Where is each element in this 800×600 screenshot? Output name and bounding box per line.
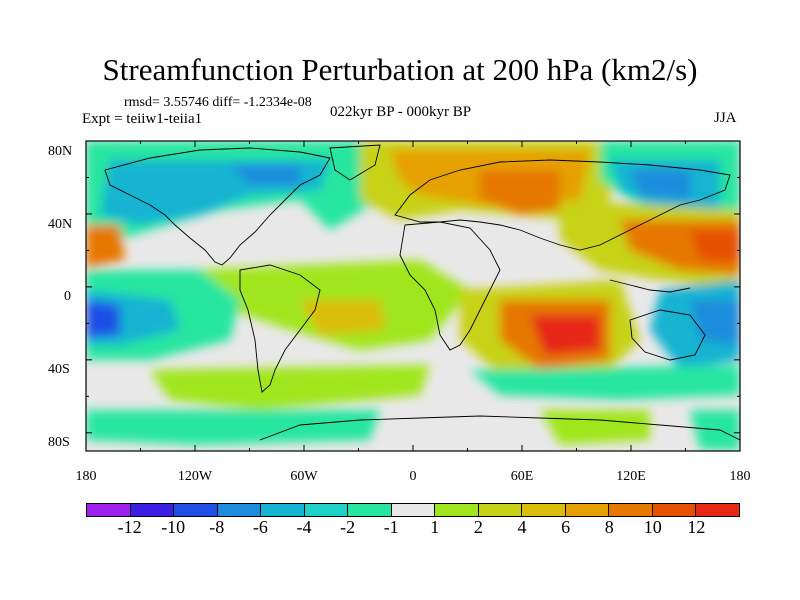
contour-west-orange: [86, 225, 125, 268]
contour-eurasia-red: [480, 170, 560, 215]
lat-label-0: 0: [64, 289, 71, 304]
colorbar-swatch: [478, 504, 523, 516]
lat-label-80s: 80S: [48, 435, 70, 450]
contour-north-deep: [230, 165, 300, 185]
coast-europe: [394, 159, 731, 251]
coast-australia: [629, 309, 706, 361]
contour-atlantic-gold: [300, 300, 385, 335]
colorbar-swatch: [522, 504, 566, 516]
contour-indian-red: [530, 315, 600, 355]
contour-blobs: [86, 141, 740, 450]
colorbar-swatch: [565, 504, 610, 516]
lon-label-120w: 120W: [178, 469, 213, 484]
axis-ticks: [85, 140, 741, 451]
colorbar-swatch: [87, 504, 131, 516]
colorbar-swatch: [391, 504, 436, 516]
lat-label-40n: 40N: [48, 217, 72, 232]
colorbar-label: 4: [517, 517, 527, 537]
lon-label-180w: 180: [76, 469, 97, 484]
contour-wpacific-red: [690, 230, 740, 262]
contour-south-cyan-low: [86, 410, 380, 445]
coast-africa: [399, 221, 501, 351]
colorbar-label: -12: [117, 517, 142, 537]
period-label: 022kyr BP - 000kyr BP: [330, 104, 472, 120]
colorbar-swatch: [130, 504, 175, 516]
contour-eastpac-deep: [690, 300, 740, 345]
colorbar-swatch: [304, 504, 349, 516]
colorbar-swatch: [217, 504, 262, 516]
colorbar-swatch: [652, 504, 697, 516]
plot-title: Streamfunction Perturbation at 200 hPa (…: [102, 52, 698, 87]
lat-label-80n: 80N: [48, 144, 72, 159]
colorbar-label: 1: [430, 517, 440, 537]
colorbar-label: 12: [687, 517, 706, 537]
coastlines: [104, 144, 740, 441]
colorbar-swatch: [696, 504, 739, 516]
colorbar-label: -1: [383, 517, 399, 537]
lon-label-0: 0: [410, 469, 417, 484]
colorbar-swatch: [435, 504, 479, 516]
lon-label-180e: 180: [730, 469, 751, 484]
longitude-labels: 180 120W 60W 0 60E 120E 180: [76, 469, 751, 484]
stats-line: rmsd= 3.55746 diff= -1.2334e-08: [124, 95, 312, 110]
colorbar-swatch: [174, 504, 218, 516]
colorbar-label: -2: [340, 517, 356, 537]
colorbar-swatch: [609, 504, 653, 516]
contour-field: [86, 141, 740, 451]
latitude-labels: 80N 40N 0 40S 80S: [48, 144, 72, 450]
contour-spacific-deep: [86, 300, 120, 338]
coast-greenland: [329, 144, 381, 181]
colorbar-swatch: [348, 504, 392, 516]
lat-label-40s: 40S: [48, 362, 70, 377]
coast-indonesia: [609, 279, 691, 293]
colorbar: [86, 503, 740, 517]
coast-antarctica: [259, 415, 740, 441]
colorbar-label: -8: [209, 517, 225, 537]
season-label: JJA: [714, 110, 737, 126]
lon-label-120e: 120E: [616, 469, 646, 484]
colorbar-label: 2: [473, 517, 483, 537]
coast-north-america: [104, 147, 331, 266]
colorbar-label: -10: [161, 517, 186, 537]
lon-label-60w: 60W: [290, 469, 318, 484]
contour-npacific-deep: [630, 170, 690, 200]
colorbar-label: 8: [604, 517, 614, 537]
coast-south-america: [239, 264, 321, 393]
experiment-label: Expt = teiiw1-teiia1: [82, 111, 203, 127]
colorbar-label: -4: [296, 517, 312, 537]
lon-label-60e: 60E: [511, 469, 534, 484]
colorbar-label: 10: [643, 517, 662, 537]
contour-south-cyan-east: [470, 365, 740, 400]
colorbar-label: -6: [252, 517, 268, 537]
colorbar-swatch: [261, 504, 305, 516]
colorbar-label: 6: [561, 517, 571, 537]
contour-south-green-west: [150, 365, 430, 410]
